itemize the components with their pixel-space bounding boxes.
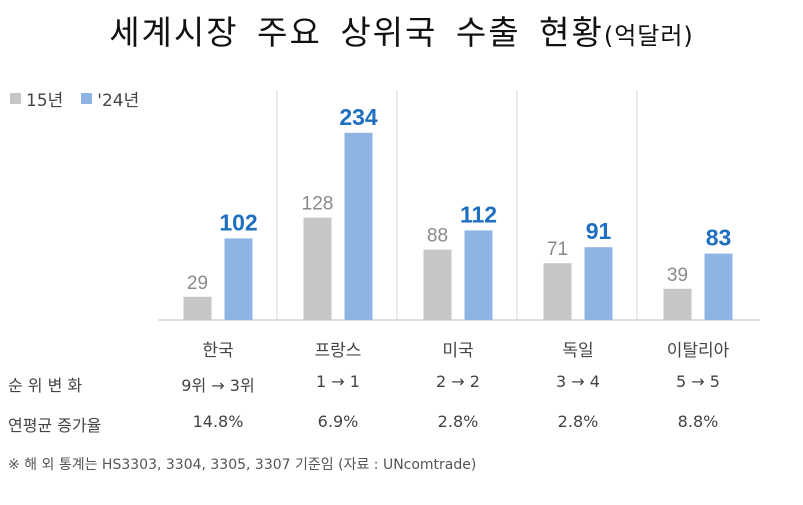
data-label-15: 39	[667, 265, 688, 286]
legend: 15년 '24년	[10, 86, 139, 111]
rank-change-label: 순 위 변 화	[8, 376, 83, 395]
category-label: 독일	[562, 341, 593, 361]
cagr-cell: 8.8%	[677, 412, 719, 431]
rank-cell: 5 → 5	[676, 372, 720, 391]
legend-swatch-curr	[81, 93, 93, 104]
rank-cell: 9위 → 3위	[181, 376, 255, 395]
bar-24	[344, 132, 373, 320]
data-label-24: 91	[586, 218, 612, 244]
cagr-row: 연평균 증가율 14.8% 6.9% 2.8% 2.8% 8.8%	[0, 412, 803, 436]
legend-label-prev: 15년	[26, 91, 64, 111]
data-label-24: 102	[219, 209, 257, 235]
data-label-24: 234	[339, 104, 378, 130]
legend-swatch-prev	[10, 93, 21, 104]
bar-24	[464, 230, 493, 320]
rank-cell: 2 → 2	[436, 372, 480, 391]
bar-15	[183, 296, 212, 320]
category-label: 미국	[442, 341, 473, 361]
bar-15	[423, 249, 452, 320]
cagr-cell: 2.8%	[557, 412, 599, 431]
rank-cell: 3 → 4	[556, 372, 600, 391]
rank-change-row: 순 위 변 화 9위 → 3위 1 → 1 2 → 2 3 → 4 5 → 5	[0, 372, 803, 396]
bar-chart: 29 102 한국 128 234 프랑스 88 112 미국 71 91 독일 39 83 이탈리아	[158, 90, 760, 361]
bar-15	[303, 217, 332, 320]
legend-item-curr: '24년	[81, 86, 139, 111]
data-label-15: 128	[302, 194, 334, 215]
legend-item-prev: 15년	[10, 86, 63, 111]
bar-24	[704, 253, 733, 320]
chart-unit: (억달러)	[603, 22, 694, 50]
data-label-15: 71	[547, 239, 568, 260]
legend-label-curr: '24년	[97, 91, 140, 111]
bar-24	[224, 238, 253, 320]
category-label: 이탈리아	[667, 341, 730, 361]
cagr-cell: 14.8%	[192, 412, 244, 431]
footnote: ※ 해 외 통계는 HS3303, 3304, 3305, 3307 기준임 (…	[8, 457, 477, 473]
chart-title: 세계시장 주요 상위국 수출 현황	[109, 13, 604, 52]
category-label: 프랑스	[315, 341, 362, 361]
bar-15	[663, 288, 692, 320]
data-label-24: 112	[460, 201, 497, 227]
cagr-cell: 2.8%	[437, 412, 479, 431]
data-label-15: 88	[427, 226, 448, 247]
rank-cell: 1 → 1	[316, 372, 360, 391]
data-label-24: 83	[706, 225, 732, 251]
chart-title-wrap: 세계시장 주요 상위국 수출 현황(억달러)	[0, 6, 803, 54]
bar-15	[543, 263, 572, 320]
bar-24	[584, 247, 613, 320]
data-label-15: 29	[187, 273, 208, 294]
cagr-label: 연평균 증가율	[8, 416, 102, 435]
category-label: 한국	[202, 341, 233, 361]
cagr-cell: 6.9%	[317, 412, 359, 431]
